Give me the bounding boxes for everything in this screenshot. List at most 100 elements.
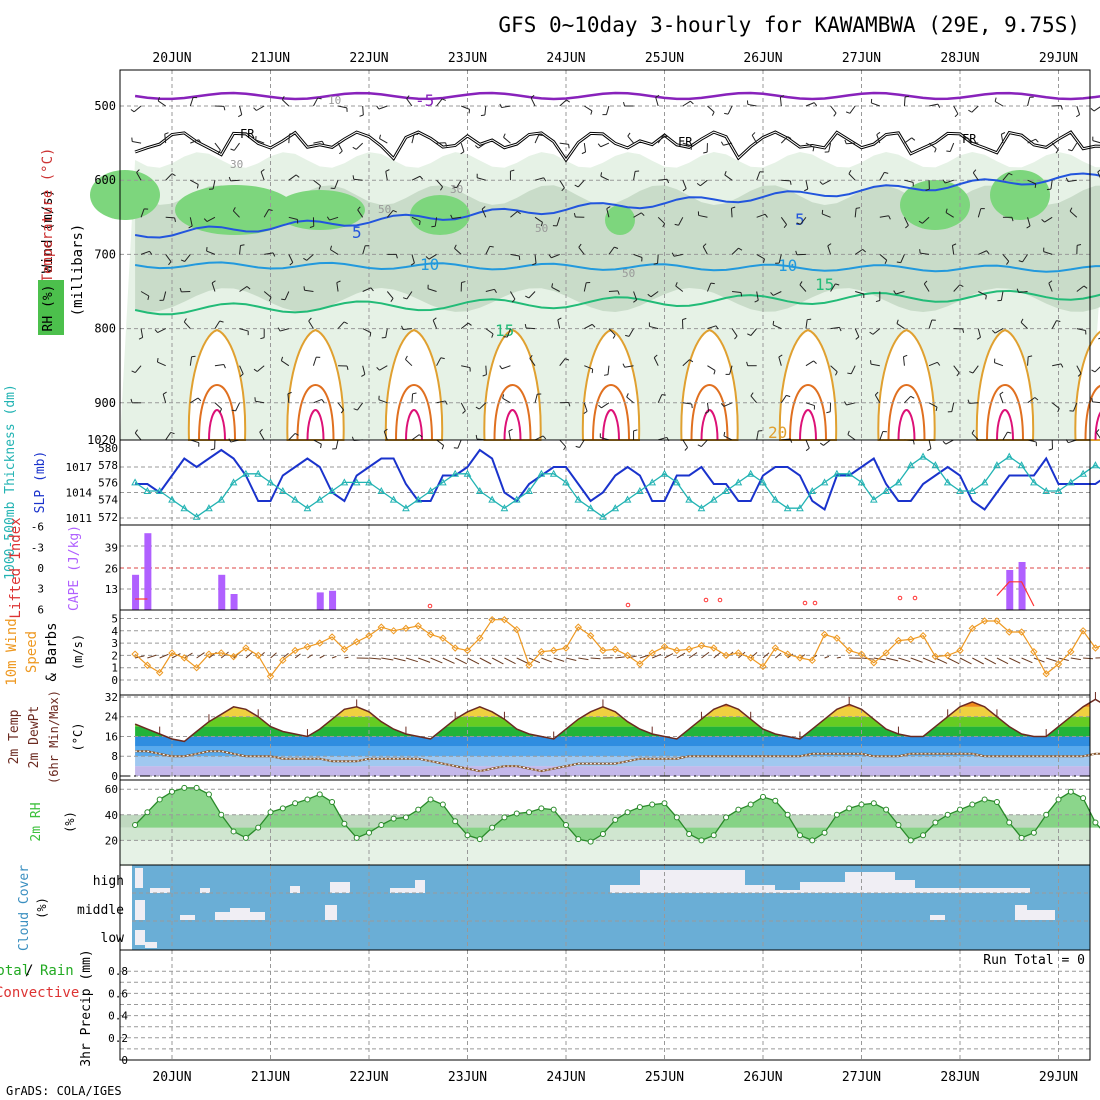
rh-band: [120, 840, 1090, 866]
wind-barb-flag: [1008, 172, 1013, 176]
wind-barb-flag: [147, 295, 150, 300]
wind-barb: [650, 291, 659, 298]
wind-barb-flag: [923, 280, 928, 285]
wind-barb: [731, 247, 739, 255]
rh-point: [378, 822, 385, 829]
wind-label: Wind (m/s): [40, 189, 56, 273]
wind-barb: [601, 402, 610, 409]
wind-barb-flag: [833, 112, 837, 117]
wind-speed-point: [1067, 648, 1075, 656]
wind-barb-flag: [764, 213, 768, 218]
wind-barb: [628, 328, 634, 337]
rh-point: [587, 838, 594, 845]
wind-speed-point: [426, 630, 435, 639]
temp-tick: 24: [105, 711, 119, 724]
wind-barb: [133, 105, 142, 113]
wind-barb-flag: [361, 373, 366, 377]
temp-10-contour: [134, 261, 1100, 273]
wind-barb: [1027, 97, 1031, 107]
wind-barb: [608, 290, 618, 292]
wind-barb: [312, 356, 317, 366]
thickness-point: [722, 486, 730, 494]
thickness-point: [131, 478, 139, 486]
cloud-level-low: low: [101, 931, 125, 946]
wind-tick: 2: [111, 649, 118, 662]
wind-barb-flag: [179, 287, 182, 292]
thickness-point: [205, 504, 213, 512]
wind-barb: [1083, 657, 1094, 660]
wind-barb: [287, 393, 290, 403]
wind-barb: [461, 365, 471, 369]
wind-barb: [944, 179, 954, 184]
wind-barb: [999, 394, 1004, 403]
wind-barb-flag: [460, 151, 465, 155]
contour-label: 30: [450, 183, 463, 196]
wind-barb-flag: [1035, 138, 1039, 143]
wind-barb: [780, 395, 787, 404]
wind-barb-flag: [826, 411, 831, 414]
cloud-high: [330, 882, 350, 893]
wind-barb: [239, 365, 244, 375]
wind-barb: [750, 328, 758, 336]
temp-minus5-contour: [134, 91, 1100, 101]
wind-barb: [923, 283, 930, 292]
thickness-point: [439, 478, 447, 486]
temp-25-contour: [700, 408, 719, 441]
wind-barb: [264, 252, 274, 255]
wind-barb-flag: [511, 298, 516, 303]
rh-legend-swatch: [38, 280, 64, 335]
panel-frame: [119, 949, 1091, 1061]
wind-barb: [994, 101, 1004, 107]
thickness-point: [488, 495, 496, 503]
contour-label: 50: [378, 203, 391, 216]
wind-barb: [534, 393, 538, 403]
wind-barb-flag: [188, 225, 193, 229]
rh-point: [366, 829, 372, 836]
wind-barb: [484, 105, 487, 116]
wind-speed-point: [710, 644, 718, 652]
wind-barb-flag: [1055, 149, 1059, 154]
wind-barb: [608, 246, 615, 255]
temp-band: [135, 766, 1090, 776]
wind-barb: [406, 98, 413, 107]
wind-barb-flag: [475, 434, 478, 440]
wind-barb-flag: [1098, 337, 1100, 340]
wind-speed-point: [993, 617, 1001, 625]
wind-speed-point: [697, 641, 706, 650]
wind-barb-flag: [819, 181, 823, 185]
rh-point: [452, 818, 459, 825]
thickness-point: [180, 504, 189, 512]
wind-speed-point: [1030, 648, 1038, 656]
wind-barb: [805, 180, 809, 190]
wind-barb: [485, 288, 495, 292]
thickness-point: [1030, 478, 1038, 486]
wind-barb: [385, 328, 388, 338]
thickness-point: [143, 486, 152, 494]
wind-barb: [854, 328, 860, 338]
wind-barb: [682, 439, 689, 448]
thickness-point: [759, 478, 767, 486]
wind-barb-flag: [379, 134, 382, 139]
wind-barb: [822, 179, 831, 185]
wind-barb: [579, 439, 585, 448]
wind-barb: [577, 179, 585, 188]
wind-barb: [308, 320, 314, 329]
wind-barb: [1018, 291, 1028, 293]
wind-barb-flag: [475, 406, 480, 410]
wind-barb: [682, 402, 692, 405]
temp-15-contour: [134, 289, 1100, 316]
wind-barb: [485, 328, 494, 335]
rh-point: [513, 810, 520, 817]
wind-barb: [600, 436, 610, 441]
thickness-point: [500, 504, 509, 512]
thickness-point: [771, 495, 780, 503]
wind-speed-point: [980, 617, 989, 625]
wind-barb: [978, 250, 987, 255]
wind-barb: [1000, 134, 1004, 144]
wind-barb: [1027, 217, 1031, 227]
contour-label: FR: [962, 132, 977, 146]
pressure-tick: 600: [94, 173, 116, 187]
wind-barb: [165, 216, 175, 219]
wind-barb: [583, 402, 588, 412]
wind-barb: [383, 431, 388, 441]
